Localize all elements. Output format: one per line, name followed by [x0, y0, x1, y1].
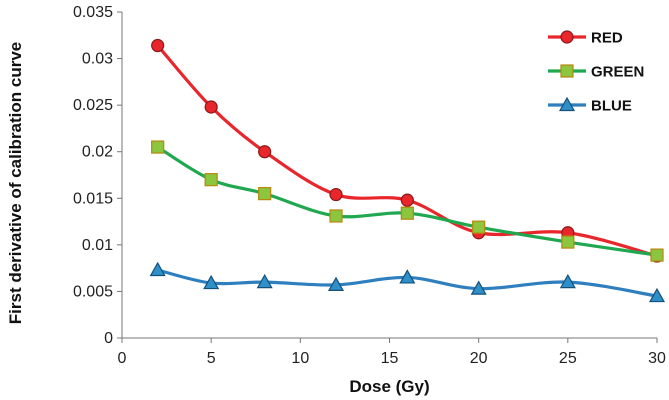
series-green-point	[472, 220, 486, 234]
series-blue-point	[648, 287, 666, 303]
x-tick-label: 5	[207, 350, 216, 367]
x-tick-label: 15	[381, 350, 399, 367]
y-tick-label: 0.005	[73, 283, 113, 300]
legend-green: GREEN	[548, 64, 644, 81]
y-axis-ticks: 0 0.005 0.01 0.015 0.02 0.025 0.03 0.035	[73, 4, 122, 347]
series-blue-point	[256, 273, 273, 289]
series-red	[151, 38, 664, 263]
series-red-point	[400, 193, 414, 207]
y-tick-label: 0.015	[73, 190, 113, 207]
series-green	[151, 140, 664, 262]
y-tick-label: 0.025	[73, 97, 113, 114]
series-blue-point	[559, 273, 576, 289]
series-blue-point	[399, 269, 416, 284]
x-tick-label: 0	[118, 350, 127, 367]
y-axis-title: First derivative of calibration curve	[6, 42, 25, 324]
y-tick-label: 0.02	[82, 144, 113, 161]
series-green-point	[151, 140, 165, 154]
series-green-point	[561, 235, 575, 249]
legend-blue: BLUE	[548, 96, 632, 115]
legend: RED GREEN BLUE	[548, 30, 644, 115]
legend-green-point	[560, 64, 574, 78]
series-red-point	[329, 187, 343, 202]
legend-red: RED	[548, 30, 623, 47]
x-tick-label: 20	[470, 350, 488, 367]
y-tick-label: 0.03	[82, 51, 113, 68]
series-green-point	[400, 206, 414, 220]
legend-red-label: RED	[591, 30, 623, 47]
legend-red-point	[560, 30, 574, 44]
series-red-point	[151, 38, 165, 53]
series-red-line	[156, 43, 659, 258]
series-green-point	[650, 248, 664, 262]
series-layer	[149, 38, 666, 303]
series-blue-point	[203, 274, 220, 290]
series-blue-point	[149, 261, 166, 277]
x-tick-label: 30	[648, 350, 666, 367]
x-axis-title: Dose (Gy)	[349, 377, 429, 396]
legend-green-label: GREEN	[591, 64, 644, 81]
series-red-point	[258, 145, 272, 159]
y-tick-label: 0.035	[73, 4, 113, 21]
x-axis-ticks: 0 5 10 15 20 25 30	[118, 338, 666, 367]
legend-blue-label: BLUE	[591, 98, 632, 115]
series-red-point	[204, 100, 218, 114]
legend-blue-point	[558, 96, 576, 112]
series-blue-point	[327, 276, 345, 292]
series-blue-point	[470, 280, 487, 295]
series-green-point	[329, 209, 343, 223]
x-tick-label: 10	[291, 350, 309, 367]
y-tick-label: 0.01	[82, 237, 113, 254]
x-tick-label: 25	[559, 350, 577, 367]
series-green-point	[258, 187, 272, 201]
series-green-point	[204, 173, 218, 187]
y-tick-label: 0	[104, 330, 113, 347]
series-blue	[149, 261, 666, 303]
